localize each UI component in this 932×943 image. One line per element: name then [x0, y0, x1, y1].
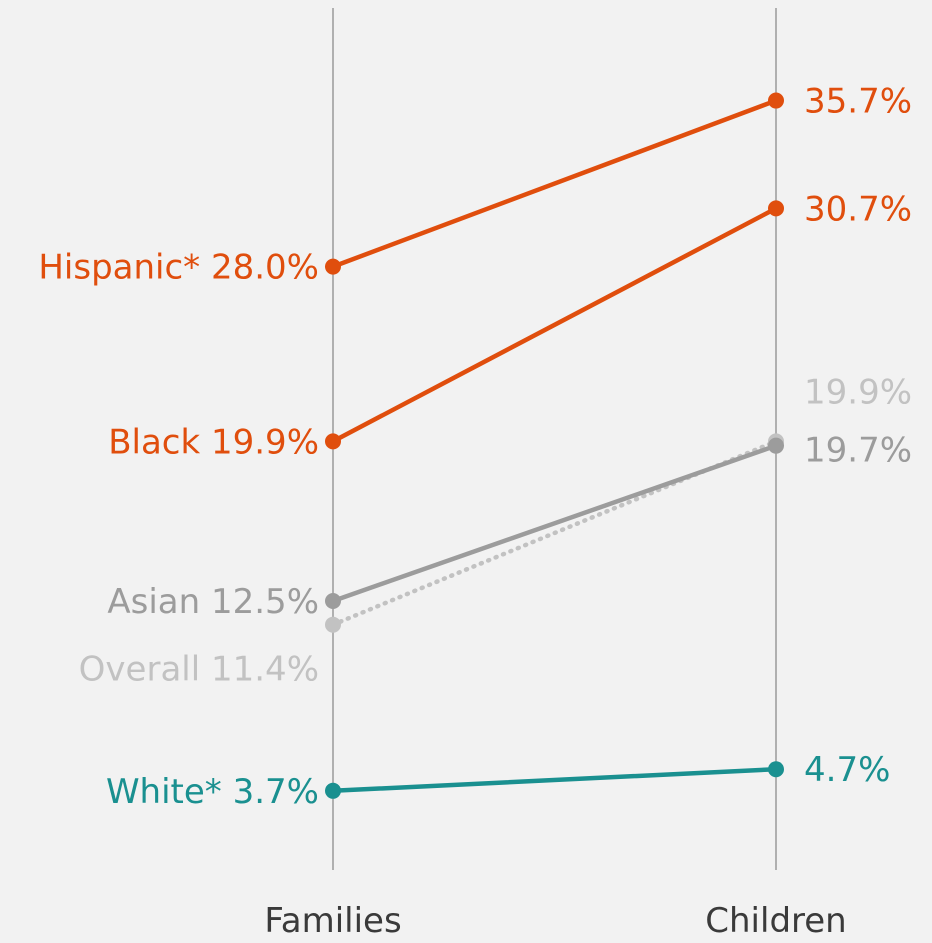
label-families-hispanic: Hispanic* 28.0% — [38, 248, 319, 288]
label-families-asian: Asian 12.5% — [107, 582, 319, 622]
point-families-black — [325, 433, 341, 450]
series-layer: Overall 11.4% 19.9% Hispanic* 28.0% 35.7% Bl… — [38, 82, 912, 812]
label-children-asian: 19.7% — [804, 431, 912, 471]
series-line-white — [330, 766, 779, 794]
point-children-white — [768, 761, 784, 778]
point-children-hispanic — [768, 92, 784, 109]
label-families-overall: Overall 11.4% — [79, 650, 319, 690]
label-families-black: Black 19.9% — [108, 422, 319, 462]
children-axis-label: Children — [705, 901, 846, 941]
point-families-hispanic — [325, 258, 341, 275]
label-children-hispanic: 35.7% — [804, 82, 912, 122]
label-children-white: 4.7% — [804, 750, 890, 790]
label-families-white: White* 3.7% — [106, 772, 319, 812]
point-children-asian — [768, 437, 784, 454]
series-line-hispanic — [330, 98, 779, 269]
point-families-asian — [325, 592, 341, 609]
series-line-asian — [330, 443, 779, 604]
point-children-black — [768, 200, 784, 217]
label-children-black: 30.7% — [804, 189, 912, 229]
point-families-overall — [325, 616, 341, 633]
point-families-white — [325, 782, 341, 799]
families-axis-label: Families — [264, 901, 401, 941]
series-line-black — [330, 206, 779, 444]
label-children-overall: 19.9% — [804, 372, 912, 412]
